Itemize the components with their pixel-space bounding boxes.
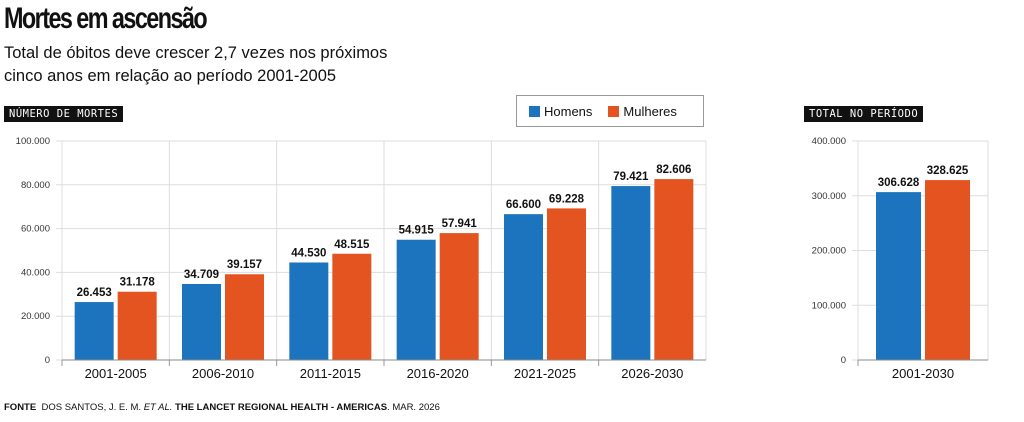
- data-label: 26.453: [77, 287, 112, 299]
- y-tick-label: 200.000: [812, 246, 846, 257]
- source-date: . MAR. 2026: [387, 402, 440, 413]
- x-tick-label: 2006-2010: [192, 366, 254, 381]
- y-tick-label: 0: [45, 355, 50, 366]
- x-tick-label: 2026-2030: [621, 366, 683, 381]
- source-authors: DOS SANTOS, J. E. M.: [41, 402, 142, 413]
- right-panel-tag: TOTAL NO PERÍODO: [804, 106, 924, 122]
- source-label: FONTE: [4, 402, 37, 413]
- y-tick-label: 20.000: [21, 311, 50, 322]
- x-tick-label: 2016-2020: [407, 366, 469, 381]
- y-tick-label: 80.000: [21, 180, 50, 191]
- bar-homens: [876, 192, 921, 360]
- y-tick-label: 400.000: [812, 136, 846, 147]
- bar-mulheres: [332, 253, 372, 360]
- bar-mulheres: [925, 180, 970, 360]
- bar-homens: [182, 283, 221, 360]
- x-tick-label: 2001-2030: [892, 366, 954, 381]
- bar-mulheres: [439, 233, 479, 360]
- legend: Homens Mulheres: [516, 95, 704, 127]
- source-journal: THE LANCET REGIONAL HEALTH - AMERICAS: [175, 402, 388, 413]
- y-tick-label: 300.000: [812, 191, 846, 202]
- legend-label-homens: Homens: [544, 103, 593, 119]
- data-label: 69.228: [549, 193, 585, 205]
- y-tick-label: 40.000: [21, 267, 50, 278]
- bar-mulheres: [547, 208, 586, 360]
- bar-mulheres: [225, 274, 264, 360]
- x-tick-label: 2001-2005: [85, 366, 147, 381]
- legend-swatch-mulheres: [608, 105, 620, 117]
- data-label: 44.530: [291, 247, 326, 259]
- bar-mulheres: [654, 179, 694, 360]
- legend-mulheres: Mulheres: [608, 103, 677, 119]
- data-label: 54.915: [399, 225, 435, 237]
- chart-title: Mortes em ascensão: [4, 2, 208, 35]
- bar-homens: [396, 239, 436, 360]
- data-label: 328.625: [927, 165, 969, 177]
- data-label: 31.178: [120, 277, 156, 289]
- chart-subtitle: Total de óbitos deve crescer 2,7 vezes n…: [4, 44, 388, 85]
- legend-swatch-homens: [529, 105, 540, 117]
- y-tick-label: 100.000: [16, 136, 50, 147]
- data-label: 66.600: [506, 199, 541, 211]
- x-tick-label: 2021-2025: [514, 366, 576, 381]
- x-tick-label: 2011-2015: [300, 366, 361, 381]
- data-label: 48.515: [334, 239, 370, 251]
- bar-homens: [504, 214, 543, 360]
- y-tick-label: 0: [841, 355, 846, 366]
- source-note: FONTE DOS SANTOS, J. E. M. ET AL. THE LA…: [4, 402, 440, 413]
- source-etal: ET AL.: [143, 402, 173, 413]
- bar-homens: [611, 186, 651, 360]
- data-label: 39.157: [227, 259, 262, 271]
- left-panel-tag: NÚMERO DE MORTES: [4, 106, 124, 122]
- bar-homens: [289, 262, 329, 360]
- legend-label-mulheres: Mulheres: [623, 103, 677, 119]
- y-tick-label: 100.000: [812, 300, 846, 311]
- data-label: 34.709: [184, 269, 219, 281]
- data-label: 306.628: [878, 177, 920, 189]
- bar-mulheres: [117, 291, 157, 360]
- data-label: 57.941: [442, 218, 478, 230]
- data-label: 82.606: [656, 164, 691, 176]
- bar-homens: [74, 302, 114, 360]
- y-tick-label: 60.000: [21, 224, 50, 235]
- legend-homens: Homens: [529, 104, 592, 119]
- data-label: 79.421: [613, 171, 649, 183]
